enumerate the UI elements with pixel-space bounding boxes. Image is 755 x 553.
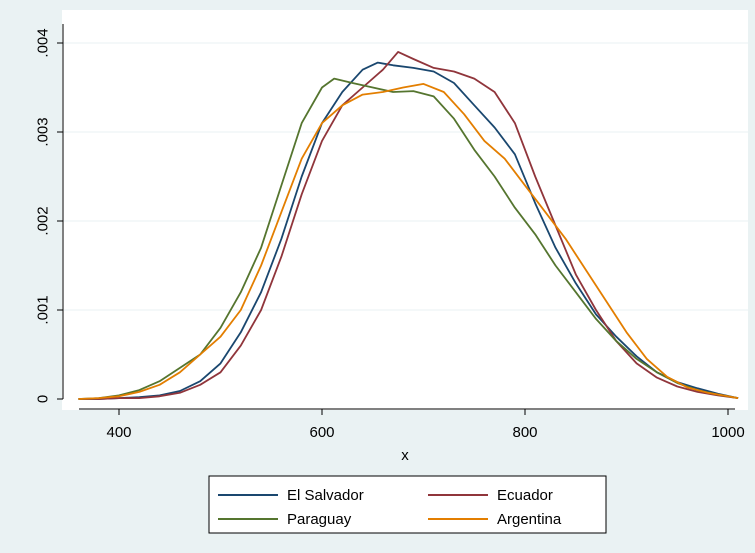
y-tick-label: .001 xyxy=(35,295,52,324)
x-tick-label: 400 xyxy=(106,424,131,441)
y-tick-label: 0 xyxy=(35,395,52,403)
y-tick-label: .002 xyxy=(35,206,52,235)
x-tick-label: 600 xyxy=(309,424,334,441)
legend: El Salvador Ecuador Paraguay Argentina xyxy=(208,475,607,534)
series-line-paraguay xyxy=(78,77,739,400)
legend-label-argentina: Argentina xyxy=(497,511,562,528)
tick-labels: 0 .001 .002 .003 .004 400 600 800 1000 xyxy=(35,28,745,441)
x-tick-label: 1000 xyxy=(711,424,744,441)
series-line-el-salvador xyxy=(78,61,739,400)
gridlines xyxy=(63,42,748,311)
x-axis-title: x xyxy=(401,447,409,464)
axes xyxy=(57,24,735,415)
y-tick-label: .004 xyxy=(35,28,52,57)
legend-label-ecuador: Ecuador xyxy=(497,487,553,504)
plot-area xyxy=(62,10,748,410)
series-line-argentina xyxy=(78,83,739,400)
series-line-ecuador xyxy=(78,51,739,400)
x-tick-label: 800 xyxy=(512,424,537,441)
legend-label-paraguay: Paraguay xyxy=(287,511,352,528)
y-tick-label: .003 xyxy=(35,117,52,146)
legend-label-el-salvador: El Salvador xyxy=(287,487,364,504)
series-lines xyxy=(78,51,739,400)
legend-box xyxy=(208,475,607,534)
